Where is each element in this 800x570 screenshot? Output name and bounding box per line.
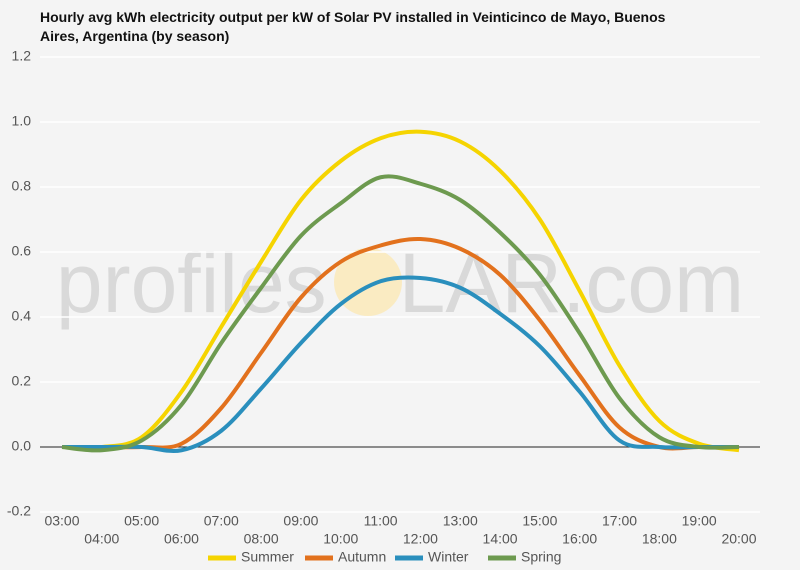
x-tick-label: 13:00 <box>443 513 478 529</box>
x-tick-label: 19:00 <box>682 513 717 529</box>
title-line: Hourly avg kWh electricity output per kW… <box>40 9 666 25</box>
x-tick-label: 16:00 <box>562 531 597 547</box>
x-tick-label: 03:00 <box>44 513 79 529</box>
y-tick-label: 0.4 <box>12 308 32 324</box>
x-tick-label: 07:00 <box>204 513 239 529</box>
watermark-sun <box>334 248 402 316</box>
legend-label: Winter <box>428 549 469 565</box>
series-line <box>62 236 739 451</box>
x-tick-label: 06:00 <box>164 531 199 547</box>
x-tick-label: 14:00 <box>483 531 518 547</box>
x-tick-label: 08:00 <box>244 531 279 547</box>
series-line <box>61 129 740 453</box>
x-tick-label: 12:00 <box>403 531 438 547</box>
x-tick-label: 04:00 <box>84 531 119 547</box>
x-tick-label: 20:00 <box>721 531 756 547</box>
x-tick-label: 15:00 <box>522 513 557 529</box>
chart-title: Hourly avg kWh electricity output per kW… <box>40 9 666 44</box>
y-tick-label: 0.8 <box>12 178 32 194</box>
x-tick-label: 10:00 <box>323 531 358 547</box>
y-tick-label: 0.2 <box>12 373 32 389</box>
x-tick-label: 09:00 <box>283 513 318 529</box>
legend-label: Spring <box>521 549 561 565</box>
x-tick-label: 05:00 <box>124 513 159 529</box>
series-line <box>62 275 739 453</box>
x-tick-label: 11:00 <box>364 513 398 529</box>
y-tick-label: 0.0 <box>12 438 32 454</box>
y-tick-label: 0.6 <box>12 243 32 259</box>
y-tick-label: 1.0 <box>12 113 32 129</box>
series-line <box>61 174 740 453</box>
watermark: profiles LAR.com <box>56 236 744 330</box>
x-tick-label: 18:00 <box>642 531 677 547</box>
title-line: Aires, Argentina (by season) <box>40 28 229 44</box>
legend-label: Summer <box>241 549 294 565</box>
x-tick-label: 17:00 <box>602 513 637 529</box>
y-tick-label: 1.2 <box>12 48 32 64</box>
legend-label: Autumn <box>338 549 386 565</box>
y-tick-label: -0.2 <box>7 503 31 519</box>
